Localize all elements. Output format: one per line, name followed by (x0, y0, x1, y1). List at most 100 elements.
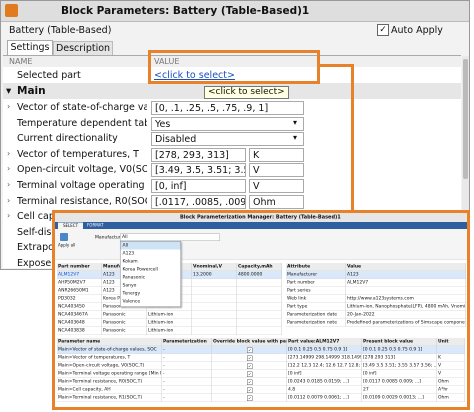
table-cell[interactable] (362, 362, 437, 370)
table-cell[interactable] (287, 378, 362, 386)
table-cell[interactable] (212, 362, 287, 370)
table-cell[interactable] (147, 327, 192, 335)
table-cell[interactable] (286, 287, 346, 295)
dropdown-option[interactable]: Valence (122, 299, 141, 304)
dropdown-arrow[interactable]: ▾ (293, 117, 298, 127)
override-checkbox[interactable]: ✓ (247, 395, 253, 401)
table-cell[interactable] (162, 346, 212, 354)
table-cell[interactable] (57, 354, 162, 362)
dropdown-option[interactable]: A123 (122, 251, 135, 256)
dropdown-arrow[interactable]: ▾ (293, 133, 298, 143)
table-cell[interactable] (286, 319, 346, 327)
dropdown-option[interactable]: All (120, 241, 181, 250)
table-cell[interactable] (192, 311, 237, 319)
table-cell[interactable] (237, 295, 282, 303)
table-cell[interactable] (57, 362, 162, 370)
table-cell[interactable] (237, 311, 282, 319)
table-cell[interactable] (212, 394, 287, 402)
table-cell[interactable] (57, 295, 102, 303)
table-cell[interactable] (102, 311, 147, 319)
param-unit[interactable]: V (249, 163, 304, 178)
table-cell[interactable] (362, 378, 437, 386)
param-unit[interactable]: Ohm (249, 194, 304, 209)
table-cell[interactable] (162, 386, 212, 394)
table-cell[interactable] (57, 279, 102, 287)
table-cell[interactable] (437, 386, 465, 394)
param-value[interactable]: [3.49, 3.5, 3.51; 3.55, 3.5... (151, 163, 246, 178)
table-cell[interactable] (237, 319, 282, 327)
param-value[interactable]: Yes (151, 116, 304, 131)
table-cell[interactable] (147, 319, 192, 327)
override-checkbox[interactable]: ✓ (247, 371, 253, 377)
table-cell[interactable] (57, 271, 102, 279)
table-cell[interactable] (362, 354, 437, 362)
table-cell[interactable] (287, 362, 362, 370)
expand-arrow[interactable]: › (7, 195, 11, 205)
auto-apply-checkbox[interactable]: ✓ (377, 24, 389, 36)
table-cell[interactable] (192, 295, 237, 303)
table-cell[interactable] (237, 303, 282, 311)
table-cell[interactable] (57, 370, 162, 378)
param-value[interactable]: [0, inf] (151, 179, 246, 193)
tab[interactable]: FORMAT (87, 223, 104, 228)
dropdown-option[interactable]: Tenergy (122, 291, 141, 296)
table-cell[interactable] (286, 271, 346, 279)
table-cell[interactable] (346, 319, 466, 327)
table-cell[interactable] (192, 303, 237, 311)
table-cell[interactable] (346, 295, 466, 303)
table-cell[interactable] (437, 346, 465, 354)
table-cell[interactable] (212, 386, 287, 394)
expand-arrow[interactable]: › (7, 148, 11, 158)
scrollbar-thumb[interactable] (463, 59, 468, 179)
param-value[interactable]: [278, 293, 313] (151, 147, 246, 162)
param-value[interactable]: [0, .1, .25, .5, .75, .9, 1] (151, 101, 304, 115)
table-cell[interactable] (437, 394, 465, 402)
tab-settings[interactable]: Settings (7, 40, 53, 56)
table-cell[interactable] (346, 303, 466, 311)
expand-arrow[interactable]: › (7, 164, 11, 174)
expand-arrow[interactable]: › (7, 211, 11, 221)
table-cell[interactable] (162, 394, 212, 402)
table-cell[interactable] (362, 346, 437, 354)
filter-dropdown[interactable]: All (120, 233, 220, 241)
table-cell[interactable] (162, 362, 212, 370)
click-to-select-link[interactable]: <click to select> (154, 70, 235, 81)
override-checkbox[interactable]: ✓ (247, 363, 253, 369)
expand-arrow[interactable]: › (7, 102, 11, 111)
table-cell[interactable] (192, 271, 237, 279)
table-cell[interactable] (57, 319, 102, 327)
param-value[interactable]: [.0117, .0085, .009; ... (151, 194, 246, 209)
table-cell[interactable] (287, 394, 362, 402)
table-cell[interactable] (57, 386, 162, 394)
table-cell[interactable] (57, 394, 162, 402)
dropdown-option[interactable]: Panasonic (122, 275, 146, 280)
table-cell[interactable] (192, 279, 237, 287)
table-cell[interactable] (162, 370, 212, 378)
override-checkbox[interactable]: ✓ (247, 379, 253, 385)
table-cell[interactable] (212, 378, 287, 386)
override-checkbox[interactable]: ✓ (247, 387, 253, 393)
table-cell[interactable] (57, 287, 102, 295)
table-cell[interactable] (346, 271, 466, 279)
tab[interactable]: SELECT (58, 222, 83, 229)
param-unit[interactable]: V (249, 179, 304, 193)
table-cell[interactable] (286, 311, 346, 319)
table-cell[interactable] (102, 303, 147, 311)
table-cell[interactable] (147, 311, 192, 319)
table-cell[interactable] (57, 346, 162, 354)
override-checkbox[interactable]: ✓ (247, 347, 253, 353)
table-cell[interactable] (237, 279, 282, 287)
table-cell[interactable] (237, 287, 282, 295)
table-cell[interactable] (212, 354, 287, 362)
dropdown-option[interactable]: Kokam (122, 259, 138, 264)
table-cell[interactable] (57, 303, 102, 311)
table-cell[interactable] (102, 319, 147, 327)
table-cell[interactable] (437, 378, 465, 386)
param-unit[interactable]: K (249, 147, 304, 162)
table-cell[interactable] (237, 271, 282, 279)
apply-button[interactable]: Apply all (58, 243, 76, 248)
table-cell[interactable] (237, 327, 282, 335)
table-cell[interactable] (346, 279, 466, 287)
table-cell[interactable] (212, 370, 287, 378)
table-cell[interactable] (287, 354, 362, 362)
